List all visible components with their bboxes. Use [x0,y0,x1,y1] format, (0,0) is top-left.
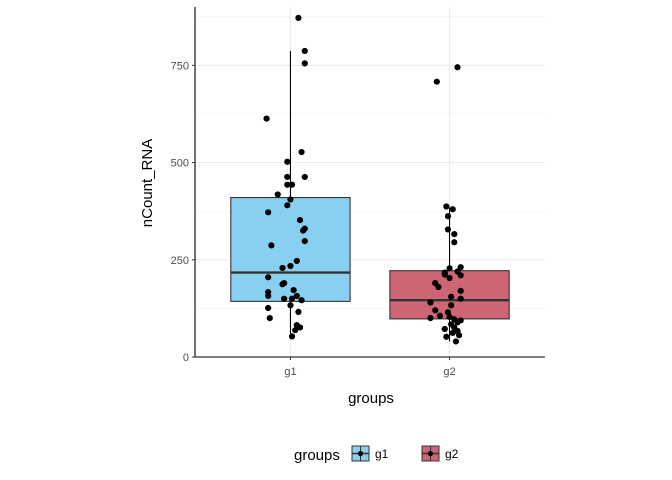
data-point-g1 [288,295,296,302]
data-point-g1 [293,257,300,265]
data-point-g2 [454,319,461,326]
data-point-g2 [446,313,453,321]
data-point-g1 [301,47,308,55]
data-point-g1 [296,217,304,224]
data-point-g1 [263,115,270,122]
data-point-g1 [279,281,286,288]
data-point-g2 [454,64,461,71]
data-point-g1 [288,333,296,340]
data-point-g2 [444,213,452,220]
data-point-g1 [296,324,304,331]
legend-title: groups [294,447,340,464]
box-g1 [230,197,351,302]
data-point-g1 [268,242,275,249]
data-point-g2 [443,203,450,210]
data-point-g1 [301,173,308,181]
data-point-g1 [274,191,281,198]
data-point-g2 [455,332,463,339]
legend-key-point-g1 [357,450,364,457]
data-point-g1 [298,148,305,156]
y-tick-label: 0 [183,352,189,364]
jitter-points-layer [263,14,464,345]
data-point-g1 [265,304,272,312]
data-point-g1 [301,238,308,245]
data-point-g2 [457,272,464,279]
data-point-g1 [265,292,272,300]
data-point-g1 [295,14,302,21]
data-point-g2 [427,299,434,306]
data-point-g2 [443,333,450,340]
data-point-g1 [287,196,294,203]
data-point-g2 [452,338,460,345]
data-point-g1 [284,202,291,209]
data-point-g1 [301,60,308,67]
data-point-g2 [451,231,458,238]
box-layer [230,50,510,342]
legend-label-g1: g1 [375,447,389,461]
data-point-g1 [292,327,299,334]
data-point-g2 [449,329,456,336]
data-point-g1 [284,181,291,188]
data-point-g2 [457,295,464,302]
data-point-g2 [433,78,440,85]
data-point-g2 [435,283,442,291]
data-point-g2 [432,307,439,314]
data-point-g2 [449,206,456,213]
data-point-g2 [451,239,458,246]
data-point-g1 [284,158,291,165]
data-point-g1 [287,262,294,270]
x-axis-title: groups [348,390,394,407]
data-point-g1 [284,173,291,181]
data-point-g2 [457,264,464,271]
legend-label-g2: g2 [445,447,459,461]
axes: 0 250 500 750 g1 g2 [171,7,545,378]
data-point-g2 [427,315,434,322]
data-point-g1 [266,315,273,322]
data-point-g1 [265,209,272,216]
data-point-g2 [446,265,453,272]
legend-key-point-g2 [427,450,434,457]
data-point-g2 [457,287,464,294]
data-point-g2 [444,309,452,316]
legend: groups g1 g2 [294,445,459,464]
data-point-g1 [290,287,297,294]
data-point-g1 [293,292,300,300]
data-point-g1 [295,308,302,315]
data-point-g2 [448,293,455,300]
y-tick-label: 750 [171,60,189,72]
data-point-g1 [280,295,288,302]
data-point-g1 [287,302,294,309]
data-point-g1 [288,181,296,188]
x-tick-label: g2 [443,366,455,378]
y-tick-label: 500 [171,158,189,170]
y-tick-label: 250 [171,255,189,267]
data-point-g2 [448,302,455,309]
data-point-g1 [300,227,307,234]
y-axis-title: nCount_RNA [139,139,156,227]
data-point-g2 [441,325,448,333]
data-point-g1 [265,274,272,281]
data-point-g2 [446,274,453,282]
data-point-g1 [279,264,286,272]
data-point-g1 [298,297,305,304]
x-tick-label: g1 [284,366,296,378]
data-point-g2 [436,312,444,319]
data-point-g2 [444,226,452,233]
data-point-g2 [441,271,448,278]
